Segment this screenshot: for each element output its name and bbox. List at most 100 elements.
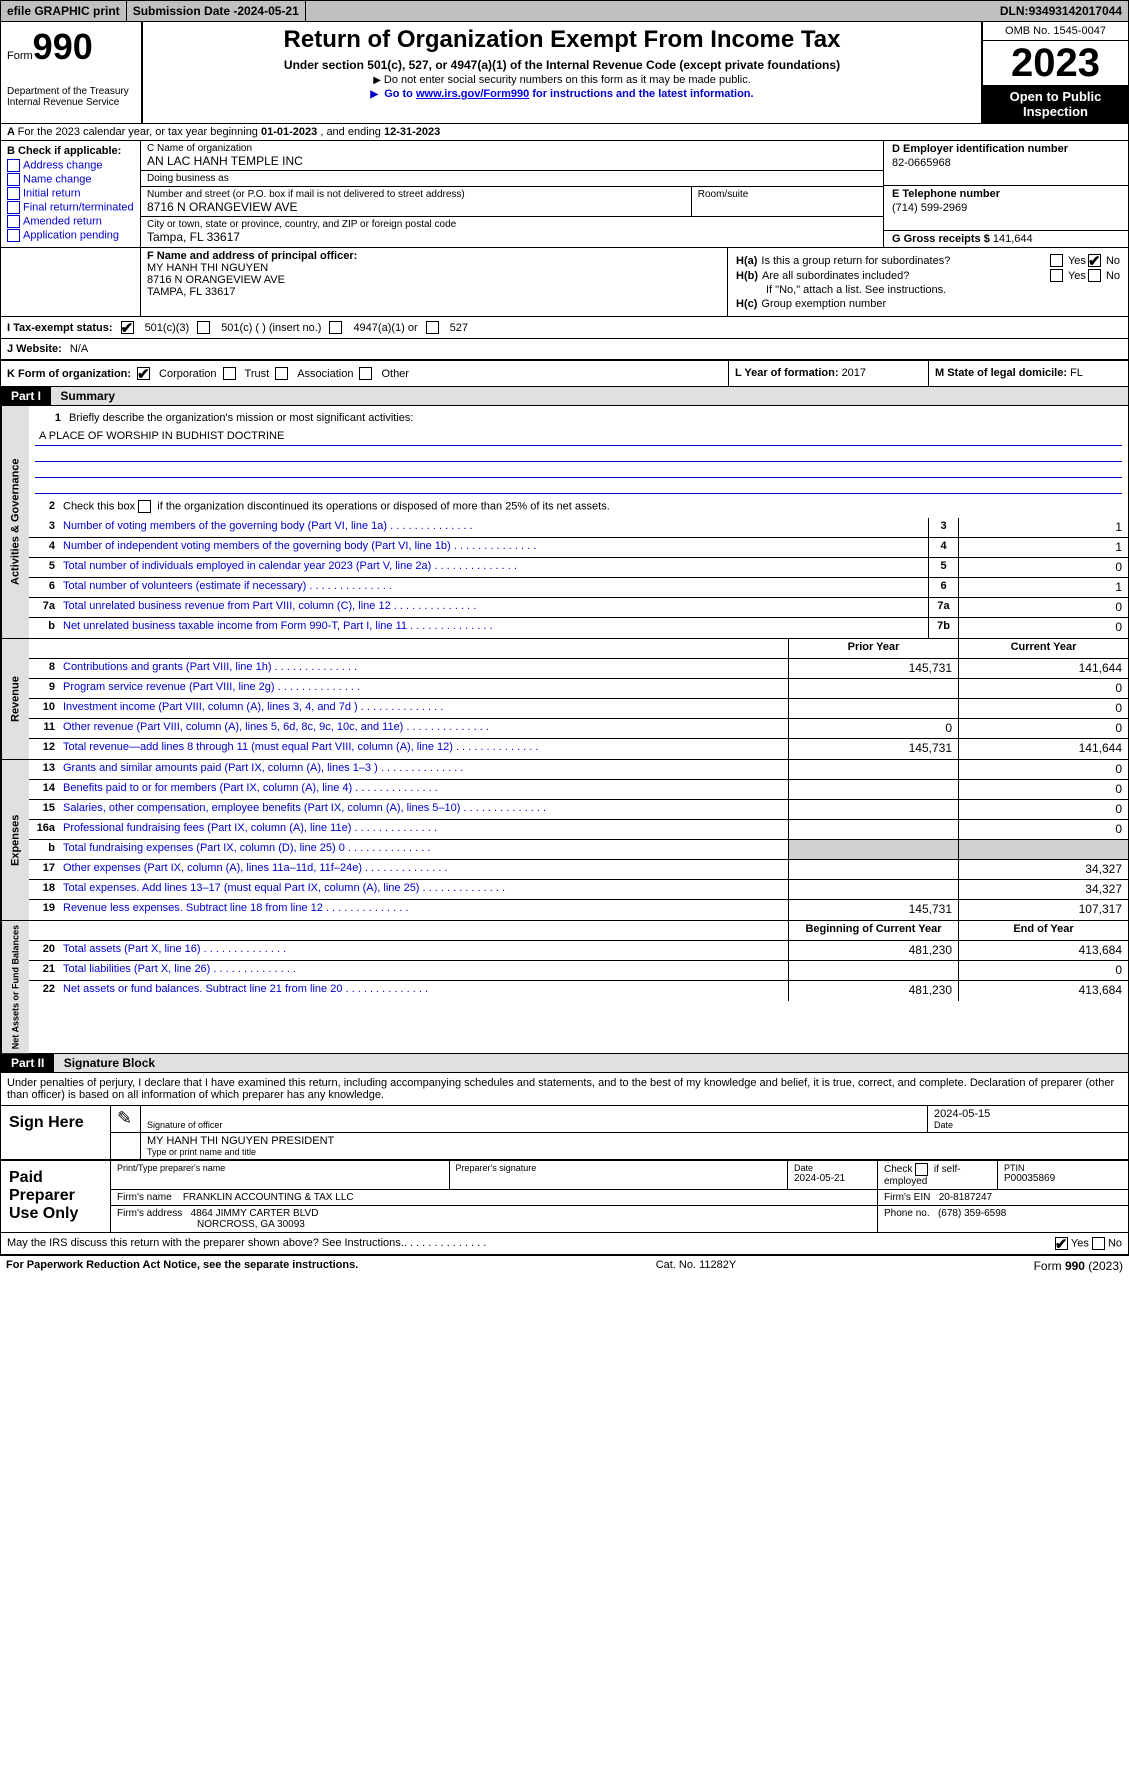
summary-row: 18Total expenses. Add lines 13–17 (must …	[29, 880, 1128, 900]
pen-icon: ✎	[111, 1106, 141, 1132]
topbar: efile GRAPHIC print Submission Date - 20…	[0, 0, 1129, 22]
chk-501c3[interactable]	[121, 321, 134, 334]
header-right: OMB No. 1545-0047 2023 Open to Public In…	[983, 22, 1128, 123]
form-title: Return of Organization Exempt From Incom…	[149, 26, 975, 54]
summary-row: 21Total liabilities (Part X, line 26)0	[29, 961, 1128, 981]
summary-row: 22Net assets or fund balances. Subtract …	[29, 981, 1128, 1001]
dept-treasury: Department of the Treasury Internal Reve…	[7, 86, 135, 108]
chk-discontinued[interactable]	[138, 500, 151, 513]
preparer-signature[interactable]: Preparer's signature	[450, 1161, 789, 1189]
summary-governance: Activities & Governance 1 Briefly descri…	[0, 406, 1129, 639]
chk-association[interactable]	[275, 367, 288, 380]
chk-trust[interactable]	[223, 367, 236, 380]
principal-officer: F Name and address of principal officer:…	[141, 248, 728, 316]
header-title-block: Return of Organization Exempt From Incom…	[141, 22, 983, 123]
firm-phone: Phone no. (678) 359-6598	[878, 1206, 1128, 1232]
summary-net-assets: Net Assets or Fund Balances Beginning of…	[0, 921, 1129, 1054]
summary-row: 15Salaries, other compensation, employee…	[29, 800, 1128, 820]
sign-here-label: Sign Here	[1, 1106, 111, 1159]
summary-row: 8Contributions and grants (Part VIII, li…	[29, 659, 1128, 679]
hb-note: If "No," attach a list. See instructions…	[736, 284, 1120, 296]
subtitle-1: Under section 501(c), 527, or 4947(a)(1)…	[149, 58, 975, 72]
summary-row: 14Benefits paid to or for members (Part …	[29, 780, 1128, 800]
officer-signature[interactable]: Signature of officer	[141, 1106, 928, 1132]
officer-name: MY HANH THI NGUYEN PRESIDENT Type or pri…	[141, 1133, 1128, 1159]
discuss-row: May the IRS discuss this return with the…	[1, 1232, 1128, 1254]
pen-icon-2	[111, 1133, 141, 1159]
header-left: Form990 Department of the Treasury Inter…	[1, 22, 141, 123]
topbar-spacer	[306, 1, 994, 21]
summary-row: 9Program service revenue (Part VIII, lin…	[29, 679, 1128, 699]
summary-row: 20Total assets (Part X, line 16)481,2304…	[29, 941, 1128, 961]
part1-title: Summary	[54, 387, 121, 405]
fi-left-empty	[1, 248, 141, 316]
ptin-field: PTIN P00035869	[998, 1161, 1128, 1189]
perjury-declaration: Under penalties of perjury, I declare th…	[1, 1073, 1128, 1105]
vtab-expenses: Expenses	[1, 760, 29, 920]
firm-ein: Firm's EIN 20-8187247	[878, 1190, 1128, 1205]
summary-row: 3Number of voting members of the governi…	[29, 518, 1128, 538]
footer-left: For Paperwork Reduction Act Notice, see …	[6, 1259, 358, 1273]
chk-corporation[interactable]	[137, 367, 150, 380]
summary-row: 11Other revenue (Part VIII, column (A), …	[29, 719, 1128, 739]
chk-4947[interactable]	[329, 321, 342, 334]
chk-final-return[interactable]: Final return/terminated	[7, 201, 134, 214]
dln: DLN: 93493142017044	[994, 1, 1128, 21]
open-public-badge: Open to Public Inspection	[983, 85, 1128, 123]
hb-no-checkbox[interactable]	[1088, 269, 1101, 282]
mission-text: A PLACE OF WORSHIP IN BUDHIST DOCTRINE	[35, 430, 1122, 446]
summary-revenue: Revenue Prior Year Current Year 8Contrib…	[0, 639, 1129, 760]
room-field: Room/suite	[691, 187, 883, 216]
address-field: Number and street (or P.O. box if mail i…	[141, 187, 691, 216]
vtab-revenue: Revenue	[1, 639, 29, 759]
chk-name-change[interactable]: Name change	[7, 173, 134, 186]
efile-print-button[interactable]: efile GRAPHIC print	[1, 1, 127, 21]
mission-block: 1 Briefly describe the organization's mi…	[29, 406, 1128, 498]
subtitle-2: Do not enter social security numbers on …	[149, 74, 975, 86]
firm-name: Firm's name FRANKLIN ACCOUNTING & TAX LL…	[111, 1190, 878, 1205]
part2-bar: Part II Signature Block	[0, 1054, 1129, 1073]
chk-self-employed[interactable]	[915, 1163, 928, 1176]
hb-yes-checkbox[interactable]	[1050, 269, 1063, 282]
subtitle-3: Go to www.irs.gov/Form990 for instructio…	[149, 88, 975, 100]
row-i-tax-status: I Tax-exempt status: 501(c)(3) 501(c) ( …	[1, 317, 1128, 339]
part2-title: Signature Block	[58, 1054, 161, 1072]
chk-address-change[interactable]: Address change	[7, 159, 134, 172]
chk-527[interactable]	[426, 321, 439, 334]
row-klm: K Form of organization: Corporation Trus…	[1, 360, 1128, 386]
preparer-name: Print/Type preparer's name	[111, 1161, 450, 1189]
chk-501c[interactable]	[197, 321, 210, 334]
irs-link[interactable]: www.irs.gov/Form990	[416, 88, 529, 100]
section-ijk: I Tax-exempt status: 501(c)(3) 501(c) ( …	[0, 317, 1129, 387]
chk-other[interactable]	[359, 367, 372, 380]
chk-application-pending[interactable]: Application pending	[7, 229, 134, 242]
part1-header: Part I	[1, 387, 51, 405]
section-bcd: B Check if applicable: Address change Na…	[0, 141, 1129, 248]
discuss-yes-checkbox[interactable]	[1055, 1237, 1068, 1250]
section-fh: F Name and address of principal officer:…	[0, 248, 1129, 317]
k-form-org: K Form of organization: Corporation Trus…	[1, 361, 728, 386]
ha-yes-checkbox[interactable]	[1050, 254, 1063, 267]
sign-date: 2024-05-15 Date	[928, 1106, 1128, 1132]
summary-row: 12Total revenue—add lines 8 through 11 (…	[29, 739, 1128, 759]
signature-section: Under penalties of perjury, I declare th…	[0, 1073, 1129, 1255]
ha-no-checkbox[interactable]	[1088, 254, 1101, 267]
chk-amended-return[interactable]: Amended return	[7, 215, 134, 228]
vtab-net-assets: Net Assets or Fund Balances	[1, 921, 29, 1053]
page-footer: For Paperwork Reduction Act Notice, see …	[0, 1255, 1129, 1276]
mission-line-3	[35, 462, 1122, 478]
self-employed-check: Check if self-employed	[878, 1161, 998, 1189]
summary-row: 6Total number of volunteers (estimate if…	[29, 578, 1128, 598]
hc-row: H(c) Group exemption number	[736, 298, 1120, 310]
mission-line-4	[35, 478, 1122, 494]
gross-receipts-field: G Gross receipts $ 141,644	[884, 231, 1128, 247]
chk-initial-return[interactable]: Initial return	[7, 187, 134, 200]
omb-number: OMB No. 1545-0047	[983, 22, 1128, 41]
summary-row: 7aTotal unrelated business revenue from …	[29, 598, 1128, 618]
section-h: H(a) Is this a group return for subordin…	[728, 248, 1128, 316]
col-d-ein: D Employer identification number 82-0665…	[883, 141, 1128, 247]
discuss-no-checkbox[interactable]	[1092, 1237, 1105, 1250]
summary-row: 16aProfessional fundraising fees (Part I…	[29, 820, 1128, 840]
hb-row: H(b) Are all subordinates included? Yes …	[736, 269, 1120, 282]
summary-row: 5Total number of individuals employed in…	[29, 558, 1128, 578]
